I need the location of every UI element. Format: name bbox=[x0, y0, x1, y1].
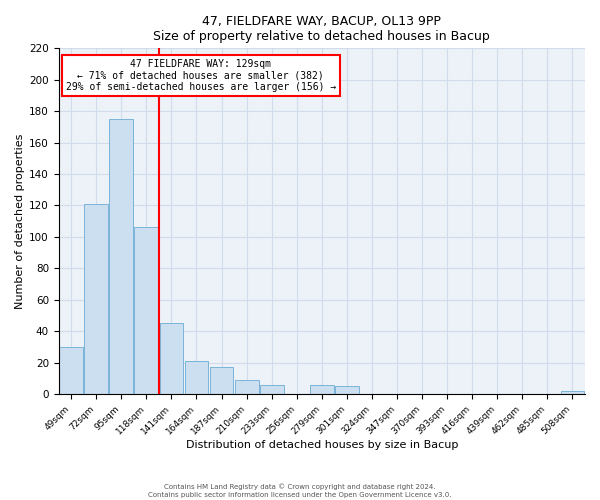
Bar bbox=[235, 380, 259, 394]
Text: Contains HM Land Registry data © Crown copyright and database right 2024.
Contai: Contains HM Land Registry data © Crown c… bbox=[148, 484, 452, 498]
Bar bbox=[560, 391, 584, 394]
Bar bbox=[109, 119, 133, 394]
Bar bbox=[134, 228, 158, 394]
Bar bbox=[209, 368, 233, 394]
Bar bbox=[185, 361, 208, 394]
Bar bbox=[260, 384, 284, 394]
Title: 47, FIELDFARE WAY, BACUP, OL13 9PP
Size of property relative to detached houses : 47, FIELDFARE WAY, BACUP, OL13 9PP Size … bbox=[154, 15, 490, 43]
Bar bbox=[335, 386, 359, 394]
Y-axis label: Number of detached properties: Number of detached properties bbox=[15, 134, 25, 309]
Bar bbox=[85, 204, 108, 394]
Bar bbox=[160, 324, 184, 394]
Text: 47 FIELDFARE WAY: 129sqm
← 71% of detached houses are smaller (382)
29% of semi-: 47 FIELDFARE WAY: 129sqm ← 71% of detach… bbox=[65, 58, 336, 92]
Bar bbox=[310, 384, 334, 394]
X-axis label: Distribution of detached houses by size in Bacup: Distribution of detached houses by size … bbox=[185, 440, 458, 450]
Bar bbox=[59, 347, 83, 394]
